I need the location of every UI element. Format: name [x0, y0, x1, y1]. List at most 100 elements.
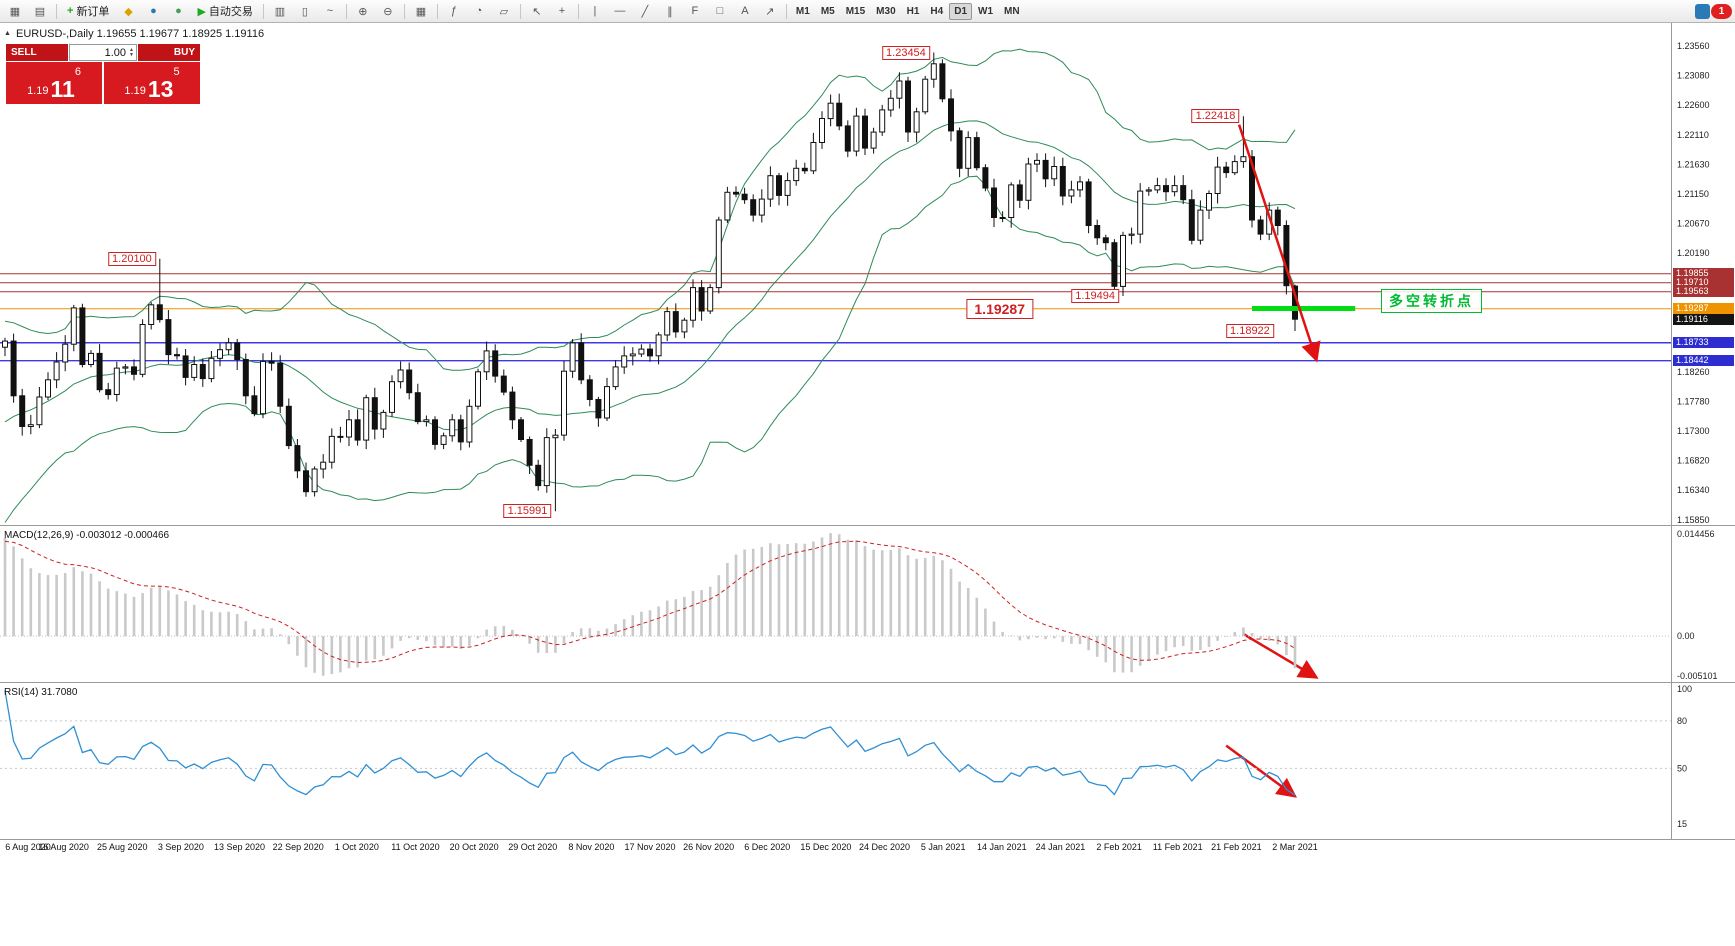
- timeframe-button-w1[interactable]: W1: [978, 5, 994, 17]
- buy-price-prefix: 1.19: [124, 85, 146, 97]
- spin-down-icon[interactable]: ▼: [129, 51, 134, 58]
- candle-body: [982, 167, 989, 189]
- timeframe-button-m1[interactable]: M1: [795, 5, 810, 17]
- price-axis-tick: 1.15850: [1677, 515, 1710, 525]
- shapes-button[interactable]: □: [708, 1, 732, 21]
- candle-body: [70, 307, 77, 345]
- crosshair-button[interactable]: +: [550, 1, 574, 21]
- candle-body: [793, 167, 800, 182]
- bollinger-middle: [4, 120, 1296, 431]
- candle-body: [604, 386, 610, 419]
- zoom-out-button[interactable]: ⊖: [376, 1, 400, 21]
- timeframe-button-m15[interactable]: M15: [845, 5, 866, 17]
- community-icon: ●: [175, 5, 182, 17]
- rsi-axis-tick: 100: [1677, 684, 1692, 694]
- market-button[interactable]: ●: [141, 1, 165, 21]
- horizontal-line-objects[interactable]: [0, 273, 1671, 362]
- volume-input[interactable]: 1.00 ▲ ▼: [69, 44, 137, 61]
- price-chart-svg[interactable]: 0.0144560.00-0.0051011008050151.235601.2…: [0, 23, 1735, 946]
- price-annotation-1.18922[interactable]: 1.18922: [1226, 324, 1274, 339]
- crosshair-icon: +: [558, 5, 566, 17]
- vertical-line-button[interactable]: |: [583, 1, 607, 21]
- metaeditor-button[interactable]: ◆: [116, 1, 140, 21]
- volume-stepper[interactable]: ▲ ▼: [129, 46, 134, 58]
- price-annotation-1.22418[interactable]: 1.22418: [1191, 109, 1240, 124]
- candle-body: [715, 219, 722, 289]
- collapse-panel-icon[interactable]: ▲: [4, 30, 11, 37]
- timeframe-button-h1[interactable]: H1: [906, 5, 920, 17]
- sell-button[interactable]: 1.19 11 6: [6, 62, 102, 104]
- trend-arrow-macd[interactable]: [1242, 632, 1319, 679]
- trend-arrow-rsi[interactable]: [1225, 744, 1298, 798]
- autotrade-label: 自动交易: [208, 6, 253, 18]
- timeframe-button-d1[interactable]: D1: [949, 2, 973, 20]
- messages-icon[interactable]: [1695, 3, 1710, 19]
- buy-button[interactable]: 1.19 13 5: [104, 62, 200, 104]
- timeframe-button-m30[interactable]: M30: [876, 5, 896, 17]
- indicators-button[interactable]: ƒ: [442, 1, 466, 21]
- drawn-objects[interactable]: [1225, 124, 1356, 798]
- profiles-button[interactable]: ▤: [28, 1, 52, 21]
- price-annotation-1.23454[interactable]: 1.23454: [882, 45, 930, 60]
- cursor-button[interactable]: ↖: [525, 1, 549, 21]
- metaeditor-icon: ◆: [124, 5, 133, 18]
- timeframe-button-h4[interactable]: H4: [930, 5, 944, 17]
- rsi-axis-tick: 80: [1677, 716, 1687, 726]
- candle-body: [156, 304, 163, 321]
- candle-body: [836, 102, 843, 127]
- trend-arrow-main[interactable]: [1237, 124, 1321, 363]
- price-annotation-1.15991[interactable]: 1.15991: [503, 504, 552, 519]
- community-button[interactable]: ●: [166, 1, 190, 21]
- price-annotation-1.19494[interactable]: 1.19494: [1071, 289, 1119, 303]
- new-chart-button[interactable]: ▦: [3, 1, 27, 21]
- candle-body: [346, 419, 352, 438]
- time-axis-label: 25 Aug 2020: [97, 842, 148, 852]
- price-axis-tick: 1.16820: [1677, 455, 1710, 465]
- tile-windows-button[interactable]: ▦: [409, 1, 433, 21]
- price-annotation-1.19287[interactable]: 1.19287: [966, 298, 1033, 319]
- timeframe-button-mn[interactable]: MN: [1004, 5, 1020, 17]
- templates-button[interactable]: ▱: [492, 1, 516, 21]
- rsi-axis-tick: 50: [1677, 763, 1687, 773]
- candle-body: [303, 470, 309, 493]
- candle-body: [887, 97, 894, 111]
- periods-button[interactable]: ◔: [467, 1, 491, 21]
- candle-body: [707, 287, 714, 312]
- text-button[interactable]: A: [733, 1, 757, 21]
- candle-body: [578, 342, 585, 381]
- notifications-badge[interactable]: 1: [1711, 3, 1732, 19]
- sell-price-pips: 11: [50, 76, 75, 102]
- profiles-icon: ▤: [34, 5, 46, 18]
- equidistant-channel-button[interactable]: ∥: [658, 1, 682, 21]
- indicators-icon: ƒ: [450, 5, 457, 17]
- zoom-in-icon: ⊕: [358, 5, 368, 18]
- zoom-out-icon: ⊖: [383, 5, 393, 18]
- candle-body: [586, 379, 593, 400]
- new-order-button[interactable]: + 新订单: [61, 1, 115, 21]
- time-axis-label: 6 Dec 2020: [744, 842, 790, 852]
- toolbar-separator: [403, 3, 405, 19]
- cursor-icon: ↖: [532, 5, 542, 18]
- candlestick-chart-button[interactable]: ▯: [293, 1, 317, 21]
- turning-point-label[interactable]: 多空转折点: [1381, 288, 1482, 313]
- spin-up-icon[interactable]: ▲: [129, 46, 134, 53]
- trendline-button[interactable]: ╱: [633, 1, 657, 21]
- line-chart-icon: ~: [326, 5, 334, 17]
- candle-body: [1077, 181, 1083, 191]
- candle-body: [690, 287, 696, 321]
- price-axis[interactable]: 1.23560 1.23080 1.22600 1.22110 1.21630 1.211…: [1677, 41, 1710, 525]
- candle-body: [698, 287, 705, 312]
- horizontal-line-button[interactable]: —: [608, 1, 632, 21]
- fibonacci-button[interactable]: F: [683, 1, 707, 21]
- bar-chart-button[interactable]: ▥: [268, 1, 292, 21]
- toolbar-separator: [345, 3, 347, 19]
- rsi-line: [4, 690, 1296, 796]
- candle-body: [681, 319, 688, 333]
- timeframe-button-m5[interactable]: M5: [820, 5, 835, 17]
- autotrade-button[interactable]: ▶ 自动交易: [191, 1, 258, 21]
- zoom-in-button[interactable]: ⊕: [351, 1, 375, 21]
- arrows-button[interactable]: ↗: [758, 1, 782, 21]
- line-chart-button[interactable]: ~: [318, 1, 342, 21]
- price-annotation-1.20100[interactable]: 1.20100: [108, 251, 156, 266]
